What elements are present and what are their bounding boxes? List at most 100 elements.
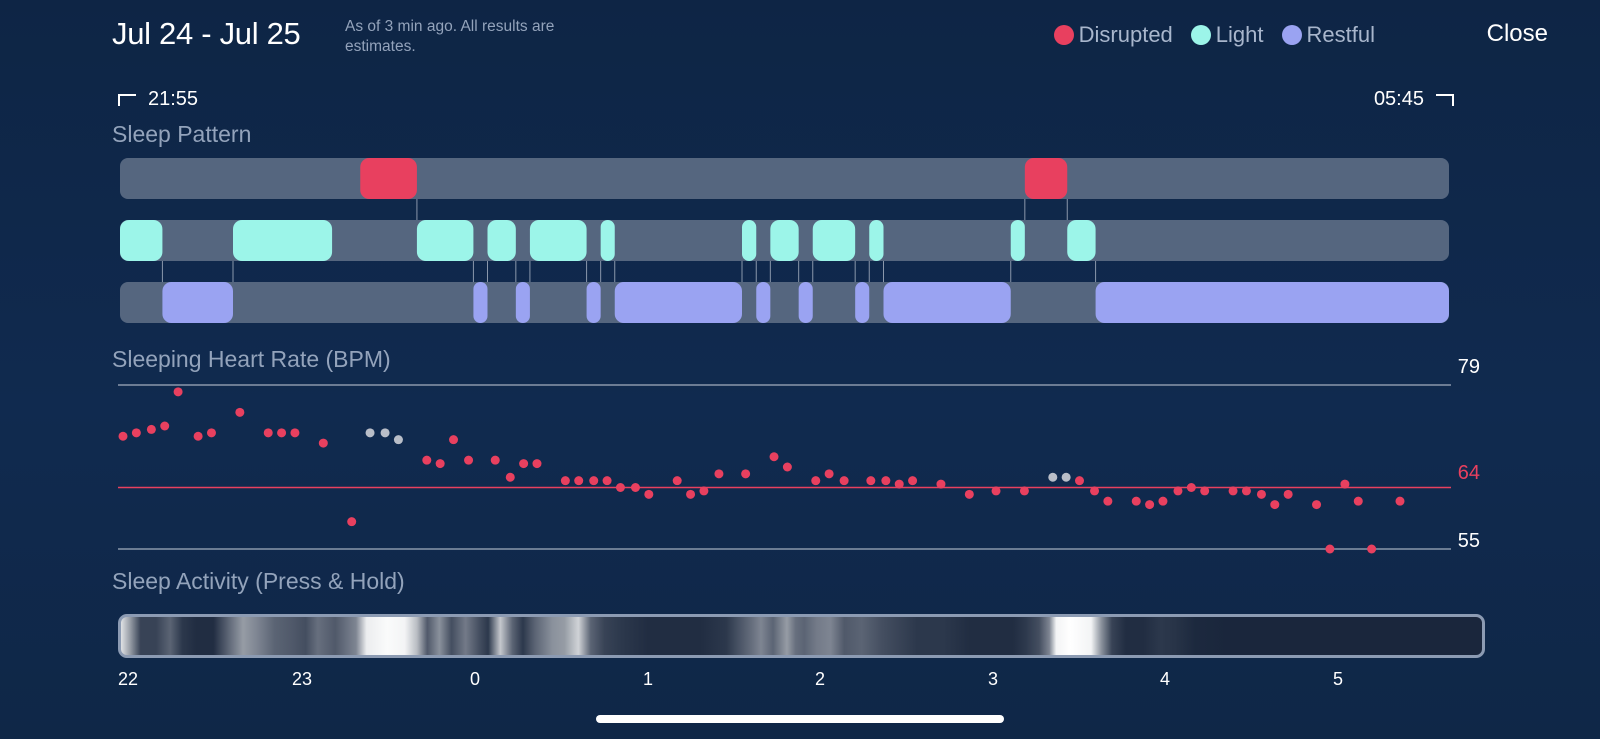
- hr-point: [881, 476, 891, 486]
- light-segment: [812, 220, 856, 261]
- light-segment: [770, 220, 799, 261]
- hr-point: [1074, 476, 1084, 486]
- light-swatch: [1190, 25, 1211, 45]
- light-segment: [600, 220, 615, 261]
- light-segment: [529, 220, 587, 261]
- home-indicator[interactable]: [596, 715, 1004, 723]
- sleep-activity-title: Sleep Activity (Press & Hold): [112, 568, 405, 594]
- close-button[interactable]: Close: [1486, 20, 1548, 47]
- date-range-title: Jul 24 - Jul 25: [112, 16, 301, 51]
- estimate-note: As of 3 min ago. All results are estimat…: [345, 18, 555, 55]
- hr-point: [505, 472, 515, 482]
- legend-label-restful: Restful: [1306, 22, 1375, 47]
- hr-point: [519, 459, 529, 469]
- hr-point: [991, 486, 1001, 496]
- hr-point: [1019, 486, 1029, 496]
- restful-segment: [798, 282, 813, 323]
- hr-point: [1353, 496, 1363, 506]
- hr-point: [782, 462, 792, 472]
- hr-point: [490, 455, 500, 465]
- hr-point: [131, 428, 141, 438]
- hr-point: [193, 431, 203, 441]
- light-segment: [741, 220, 757, 261]
- light-segment: [869, 220, 884, 261]
- restful-segment: [473, 282, 488, 323]
- light-segment: [232, 220, 333, 261]
- hr-point: [811, 476, 821, 486]
- hr-point: [449, 435, 459, 445]
- light-segment: [487, 220, 516, 261]
- hour-tick-label: 4: [1159, 669, 1171, 689]
- restful-segment: [162, 282, 233, 323]
- hr-point: [1048, 472, 1058, 482]
- hour-tick-label: 22: [117, 669, 139, 689]
- hr-point: [1158, 496, 1168, 506]
- end-time: 05:45: [1374, 88, 1454, 111]
- hr-point: [532, 459, 542, 469]
- hr-point: [464, 455, 474, 465]
- heart-rate-title: Sleeping Heart Rate (BPM): [112, 346, 391, 372]
- start-time-label: 21:55: [148, 88, 199, 110]
- end-time-label: 05:45: [1373, 88, 1424, 110]
- hr-point: [365, 428, 375, 438]
- hr-point: [964, 489, 974, 499]
- hr-point: [644, 489, 654, 499]
- hour-tick-label: 0: [469, 669, 481, 689]
- legend-label-disrupted: Disrupted: [1078, 22, 1173, 47]
- hr-point: [741, 469, 751, 479]
- hr-point: [1145, 500, 1155, 510]
- restful-segment: [883, 282, 1011, 323]
- legend-label-light: Light: [1215, 22, 1264, 47]
- hr-point: [1340, 479, 1350, 489]
- hr-point: [290, 428, 300, 438]
- start-bracket-icon: [118, 93, 136, 106]
- hr-point: [769, 452, 779, 462]
- hr-point: [866, 476, 876, 486]
- hour-tick-label: 2: [814, 669, 826, 689]
- track-disrupted: [120, 158, 1449, 199]
- hr-point: [714, 469, 724, 479]
- hr-point: [699, 486, 709, 496]
- hr-point: [672, 476, 682, 486]
- hr-point: [1270, 500, 1280, 510]
- hr-point: [435, 459, 445, 469]
- hr-point: [1325, 544, 1335, 554]
- hr-point: [560, 476, 570, 486]
- restful-segment: [515, 282, 530, 323]
- hr-point: [380, 428, 390, 438]
- legend-light: Light: [1190, 22, 1264, 48]
- legend-restful: Restful: [1281, 22, 1375, 48]
- stage-connectors: [161, 199, 1097, 282]
- hr-point: [1173, 486, 1183, 496]
- hr-avg-label: 64: [1457, 462, 1480, 484]
- stage-legend: Disrupted Light Restful: [1053, 22, 1375, 48]
- hr-point: [235, 407, 245, 417]
- hr-point: [1312, 500, 1322, 510]
- legend-disrupted: Disrupted: [1053, 22, 1173, 48]
- restful-segment: [614, 282, 742, 323]
- sleep-activity-bar[interactable]: [118, 614, 1485, 658]
- light-segment: [1067, 220, 1096, 261]
- hr-point: [908, 476, 918, 486]
- hr-point: [1103, 496, 1113, 506]
- hr-point: [146, 424, 156, 434]
- hr-point: [1186, 483, 1196, 492]
- hr-point: [393, 435, 403, 445]
- hr-point: [1090, 486, 1100, 496]
- hr-point: [936, 479, 946, 489]
- hr-point: [630, 483, 640, 492]
- hr-point: [1283, 489, 1293, 499]
- hr-point: [118, 431, 128, 441]
- start-time: 21:55: [118, 88, 198, 111]
- hr-point: [1395, 496, 1405, 506]
- hr-point: [160, 421, 170, 431]
- disrupted-swatch: [1053, 25, 1074, 45]
- hr-point: [277, 428, 287, 438]
- hr-max-label: 79: [1457, 356, 1480, 378]
- hr-point: [1256, 489, 1266, 499]
- sleep-pattern-title: Sleep Pattern: [112, 121, 252, 147]
- hr-point: [1131, 496, 1141, 506]
- restful-segment: [756, 282, 771, 323]
- hr-point: [263, 428, 273, 438]
